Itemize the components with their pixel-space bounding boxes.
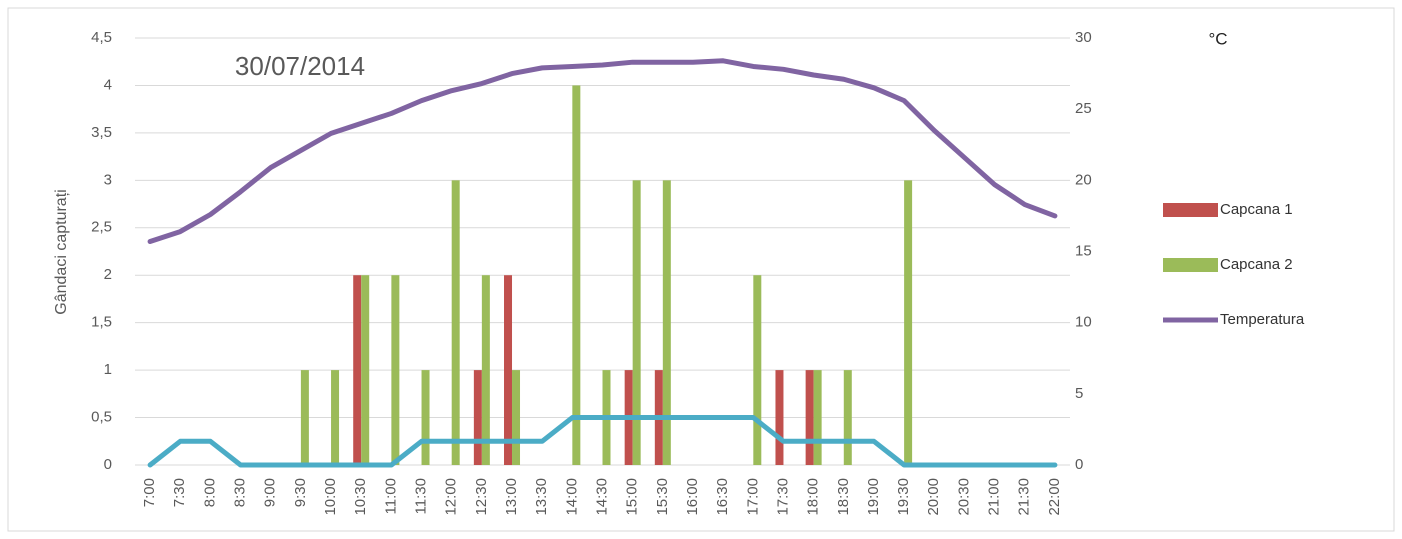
bar xyxy=(504,275,513,465)
x-tick-label: 17:00 xyxy=(744,478,761,516)
x-tick-label: 10:00 xyxy=(322,478,339,516)
y-tick-label: 2 xyxy=(104,266,112,283)
bar xyxy=(300,370,309,465)
x-tick-label: 19:30 xyxy=(895,478,912,516)
legend-label: Capcana 1 xyxy=(1220,201,1293,218)
x-tick-label: 20:30 xyxy=(955,478,972,516)
x-tick-label: 19:00 xyxy=(865,478,882,516)
y2-tick-label: 20 xyxy=(1075,171,1092,188)
bar xyxy=(473,370,482,465)
x-tick-label: 10:30 xyxy=(352,478,369,516)
bar xyxy=(904,180,913,466)
bar xyxy=(331,370,340,465)
x-tick-label: 18:30 xyxy=(835,478,852,516)
bar xyxy=(805,370,814,465)
x-tick-label: 7:30 xyxy=(171,478,188,507)
bar xyxy=(512,370,521,465)
x-tick-label: 14:30 xyxy=(593,478,610,516)
y-tick-label: 3 xyxy=(104,171,112,188)
bar xyxy=(353,275,362,465)
x-tick-label: 13:00 xyxy=(503,478,520,516)
y-axis-title: Gândaci capturați xyxy=(53,189,70,314)
y2-tick-label: 0 xyxy=(1075,456,1083,473)
bar xyxy=(813,370,822,465)
x-tick-label: 8:00 xyxy=(201,478,218,507)
bar xyxy=(481,275,490,465)
bar xyxy=(753,275,762,465)
annotation: 30/07/2014 xyxy=(235,51,365,81)
bar xyxy=(391,275,400,465)
x-tick-label: 18:00 xyxy=(805,478,822,516)
y-tick-label: 0 xyxy=(104,456,112,473)
x-tick-label: 11:30 xyxy=(413,478,430,514)
bar xyxy=(572,85,581,465)
x-tick-label: 22:00 xyxy=(1046,478,1063,516)
bar xyxy=(662,180,671,466)
line xyxy=(147,415,1058,468)
y-tick-label: 1 xyxy=(104,361,112,378)
x-tick-label: 9:00 xyxy=(262,478,279,507)
bar xyxy=(632,180,641,466)
y-tick-label: 4 xyxy=(104,76,112,93)
y-tick-label: 2,5 xyxy=(91,219,112,236)
bar xyxy=(421,370,430,465)
y2-tick-label: 15 xyxy=(1075,242,1092,259)
x-tick-label: 12:00 xyxy=(443,478,460,516)
bar xyxy=(775,370,784,465)
bar xyxy=(843,370,852,465)
chart-frame xyxy=(7,7,1395,532)
line xyxy=(147,58,1058,245)
y2-tick-label: 10 xyxy=(1075,314,1092,331)
bar xyxy=(361,275,370,465)
x-tick-label: 15:00 xyxy=(624,478,641,516)
y-tick-label: 0,5 xyxy=(91,409,112,426)
x-tick-label: 14:00 xyxy=(563,478,580,516)
y2-tick-label: 5 xyxy=(1075,385,1083,402)
legend-swatch xyxy=(1163,203,1218,217)
x-tick-label: 20:00 xyxy=(925,478,942,516)
x-tick-label: 8:30 xyxy=(232,478,249,507)
legend-label: Capcana 2 xyxy=(1220,256,1293,273)
x-tick-label: 16:30 xyxy=(714,478,731,516)
y2-tick-label: 25 xyxy=(1075,100,1092,117)
y2-axis-title: °C xyxy=(1208,29,1227,48)
x-tick-label: 13:30 xyxy=(533,478,550,516)
x-tick-label: 21:30 xyxy=(1016,478,1033,516)
x-tick-label: 16:00 xyxy=(684,478,701,516)
x-tick-label: 9:30 xyxy=(292,478,309,507)
y2-tick-label: 30 xyxy=(1075,29,1092,46)
legend-swatch xyxy=(1163,258,1218,272)
x-tick-label: 21:00 xyxy=(986,478,1003,516)
x-tick-label: 17:30 xyxy=(774,478,791,516)
x-tick-label: 7:00 xyxy=(141,478,158,507)
y-tick-label: 4,5 xyxy=(91,29,112,46)
bar xyxy=(451,180,460,466)
y-tick-label: 1,5 xyxy=(91,314,112,331)
y-tick-label: 3,5 xyxy=(91,124,112,141)
x-tick-label: 15:30 xyxy=(654,478,671,516)
x-tick-label: 11:00 xyxy=(382,478,399,514)
legend-label: Temperatura xyxy=(1220,311,1305,328)
x-tick-label: 12:30 xyxy=(473,478,490,516)
